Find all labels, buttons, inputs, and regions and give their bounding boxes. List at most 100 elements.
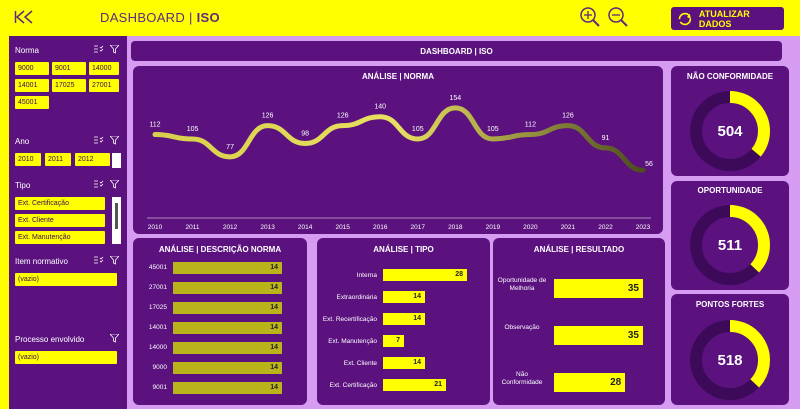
chip-processo-vazio[interactable]: (vazio) — [15, 351, 117, 364]
bar: 35 — [554, 326, 643, 345]
filter-processo: Processo envolvido (vazio) — [15, 334, 123, 370]
bar-value-label: 28 — [455, 270, 463, 278]
multi-select-icon[interactable] — [94, 136, 104, 145]
bar-category-label: Oportunidade de Melhoria — [497, 277, 547, 292]
data-label: 112 — [525, 122, 536, 129]
kpi-value: 511 — [717, 237, 743, 254]
bar-value-label: 14 — [413, 358, 421, 366]
update-data-button[interactable]: ATUALIZAR DADOS — [671, 7, 784, 30]
x-tick-label: 2016 — [373, 224, 388, 231]
bar-value-label: 14 — [270, 283, 278, 291]
data-label: 126 — [562, 113, 574, 120]
bar: 14 — [383, 291, 425, 303]
panel-title: ANÁLISE | DESCRIÇÃO NORMA — [158, 245, 282, 254]
filter-tipo: Tipo Ext. Certificação Ext. Cliente Ext.… — [15, 180, 123, 251]
scrollbar-thumb[interactable] — [115, 203, 118, 229]
multi-select-icon[interactable] — [94, 45, 104, 54]
scrollbar[interactable] — [112, 197, 121, 244]
chip-ano-2011[interactable]: 2011 — [45, 153, 71, 166]
bar: 14 — [173, 302, 282, 314]
data-label: 98 — [301, 130, 309, 137]
chip-item-vazio[interactable]: (vazio) — [15, 273, 117, 286]
data-label: 112 — [149, 122, 160, 129]
main-title: DASHBOARD | ISO — [420, 47, 493, 56]
bar: 7 — [383, 335, 404, 347]
page-title: DASHBOARD | ISO — [100, 10, 220, 25]
chip-norma-9001[interactable]: 9001 — [52, 62, 86, 75]
filter-sidebar: Norma 9000 9001 14000 14001 17025 27001 … — [9, 36, 127, 409]
panel-title: ANÁLISE | RESULTADO — [533, 245, 625, 254]
chip-norma-17025[interactable]: 17025 — [52, 79, 86, 92]
data-label: 105 — [487, 126, 499, 133]
chip-tipo-certificacao[interactable]: Ext. Certificação — [15, 197, 105, 210]
chip-norma-14001[interactable]: 14001 — [15, 79, 49, 92]
x-tick-label: 2011 — [186, 224, 200, 231]
data-label: 140 — [374, 104, 386, 111]
back-icon[interactable] — [14, 9, 34, 25]
bar: 28 — [554, 373, 626, 392]
chip-tipo-manutencao[interactable]: Ext. Manutenção — [15, 231, 105, 244]
title-separator: | — [188, 10, 193, 25]
chip-norma-45001[interactable]: 45001 — [15, 96, 49, 109]
top-bar: DASHBOARD | ISO ATUALIZAR DADOS — [0, 0, 800, 36]
chip-norma-9000[interactable]: 9000 — [15, 62, 49, 75]
multi-select-icon[interactable] — [94, 180, 104, 189]
bar-category-label: Ext. Manutenção — [328, 338, 377, 345]
chip-norma-14000[interactable]: 14000 — [89, 62, 119, 75]
bar-value-label: 35 — [627, 282, 639, 294]
kpi-nao-conformidade: NÃO CONFORMIDADE 504 — [671, 66, 789, 176]
data-label: 126 — [262, 113, 274, 120]
bar-value-label: 14 — [270, 263, 278, 271]
zoom-out-icon[interactable] — [607, 6, 629, 28]
panel-tipo: ANÁLISE | TIPO Interna 28 Extraordinária 14… — [317, 238, 490, 405]
multi-select-icon[interactable] — [94, 256, 104, 265]
kpi-title: OPORTUNIDADE — [697, 186, 763, 195]
x-tick-label: 2022 — [598, 224, 613, 231]
filter-ano: Ano 2010 2011 2012 — [15, 136, 123, 172]
bar: 21 — [383, 379, 446, 391]
kpi-donut — [690, 320, 770, 400]
bar-category-label: 9000 — [152, 364, 167, 371]
kpi-value: 504 — [717, 123, 743, 140]
bar-value-label: 14 — [413, 292, 421, 300]
scrollbar[interactable] — [112, 153, 121, 168]
bar-value-label: 14 — [413, 314, 421, 322]
bar: 14 — [173, 282, 282, 294]
chip-tipo-cliente[interactable]: Ext. Cliente — [15, 214, 105, 227]
chip-ano-2012[interactable]: 2012 — [75, 153, 110, 166]
bar-category-label: 14000 — [148, 344, 167, 351]
main-title-bar: DASHBOARD | ISO — [131, 41, 782, 61]
panel-descricao-norma: ANÁLISE | DESCRIÇÃO NORMA 45001 14 27001 14… — [133, 238, 307, 405]
x-tick-label: 2014 — [298, 224, 313, 231]
zoom-in-icon[interactable] — [579, 6, 601, 28]
chip-norma-27001[interactable]: 27001 — [89, 79, 119, 92]
chip-ano-2010[interactable]: 2010 — [15, 153, 41, 166]
bar: 35 — [554, 279, 643, 298]
data-label: 126 — [337, 113, 349, 120]
bar: 14 — [173, 382, 282, 394]
bar: 14 — [173, 262, 282, 274]
data-label: 105 — [187, 126, 199, 133]
panel-analise-norma: ANÁLISE | NORMA 112 105 77 126 98 126 140 105 15… — [133, 66, 663, 234]
x-tick-label: 2023 — [636, 224, 651, 231]
x-tick-label: 2013 — [260, 224, 275, 231]
clear-filter-icon[interactable] — [110, 180, 119, 189]
panel-resultado: ANÁLISE | RESULTADO Oportunidade de Melh… — [493, 238, 665, 405]
bar-category-label: 45001 — [148, 264, 167, 271]
series-line — [152, 105, 646, 173]
bar: 28 — [383, 269, 467, 281]
kpi-oportunidade: OPORTUNIDADE 511 — [671, 181, 789, 290]
clear-filter-icon[interactable] — [110, 136, 119, 145]
bar-category-label: 17025 — [148, 304, 167, 311]
clear-filter-icon[interactable] — [110, 45, 119, 54]
bar: 14 — [173, 322, 282, 334]
filter-ano-label: Ano — [15, 137, 30, 146]
bar-value-label: 28 — [610, 376, 622, 388]
data-label: 91 — [602, 135, 610, 142]
bar-category-label: Observação — [504, 324, 540, 331]
x-tick-label: 2017 — [411, 224, 426, 231]
clear-filter-icon[interactable] — [110, 334, 119, 343]
kpi-value: 518 — [717, 352, 743, 369]
clear-filter-icon[interactable] — [110, 256, 119, 265]
bar-category-label: 27001 — [148, 284, 167, 291]
